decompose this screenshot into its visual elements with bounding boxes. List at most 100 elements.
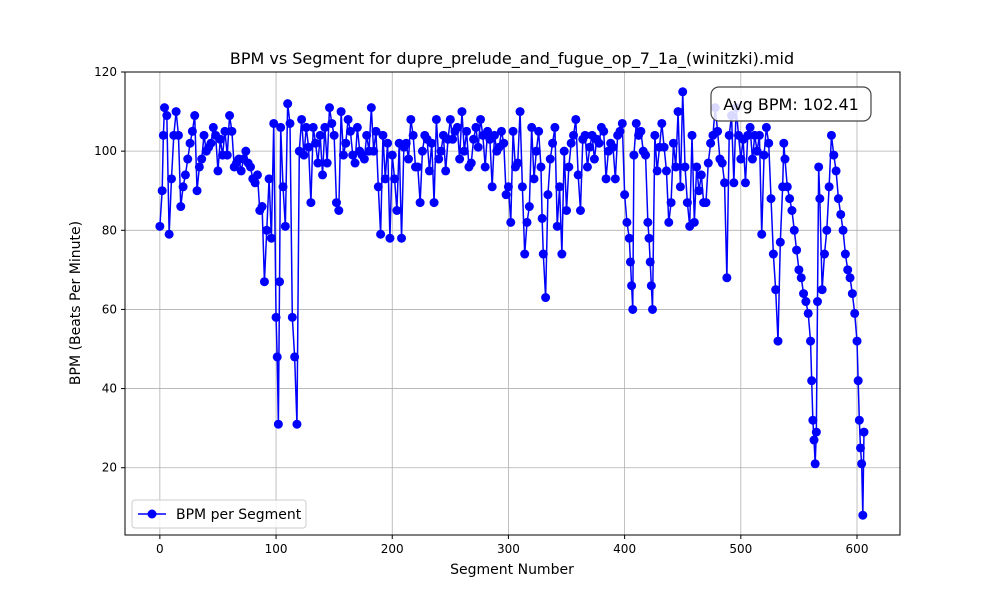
data-point xyxy=(855,443,865,453)
data-point xyxy=(252,170,262,180)
data-point xyxy=(857,459,867,469)
data-point xyxy=(792,245,802,255)
data-point xyxy=(292,419,302,429)
data-point xyxy=(779,138,789,148)
data-point xyxy=(550,122,560,132)
data-point xyxy=(290,352,300,362)
data-point xyxy=(858,510,868,520)
plot-frame xyxy=(124,71,901,536)
data-point xyxy=(257,202,267,212)
data-point xyxy=(369,146,379,156)
data-point xyxy=(664,217,674,227)
data-point xyxy=(183,154,193,164)
data-point xyxy=(515,107,525,117)
data-point xyxy=(413,162,423,172)
data-point xyxy=(187,126,197,136)
y-tick-label: 100 xyxy=(94,144,117,158)
data-point xyxy=(320,122,330,132)
data-point xyxy=(645,257,655,267)
data-point xyxy=(831,166,841,176)
data-point xyxy=(508,126,518,136)
data-point xyxy=(764,138,774,148)
data-point xyxy=(643,217,653,227)
data-point xyxy=(431,114,441,124)
data-point xyxy=(808,415,818,425)
data-point xyxy=(476,114,486,124)
data-point xyxy=(813,297,822,307)
data-point xyxy=(259,277,269,287)
chart-title: BPM vs Segment for dupre_prelude_and_fug… xyxy=(230,49,794,69)
data-point xyxy=(545,154,555,164)
data-point xyxy=(496,126,506,136)
data-point xyxy=(225,111,235,121)
data-point xyxy=(208,122,218,132)
data-point xyxy=(313,158,323,168)
data-point xyxy=(269,118,279,128)
data-point xyxy=(625,257,635,267)
data-point xyxy=(334,206,344,215)
y-tick-label: 80 xyxy=(102,223,117,237)
data-point xyxy=(245,162,255,172)
data-point xyxy=(661,166,671,176)
series-layer xyxy=(155,87,869,520)
data-point xyxy=(429,198,439,208)
data-point xyxy=(343,114,353,124)
data-point xyxy=(445,114,455,124)
x-tick-label: 0 xyxy=(156,542,164,556)
data-point xyxy=(629,150,639,160)
data-point xyxy=(352,122,362,132)
data-point xyxy=(666,198,676,208)
data-point xyxy=(601,174,611,184)
data-point xyxy=(473,142,483,152)
data-point xyxy=(754,130,764,140)
x-tick-label: 300 xyxy=(497,542,520,556)
data-point xyxy=(329,130,339,140)
data-point xyxy=(822,225,832,235)
data-point xyxy=(789,225,799,235)
data-point xyxy=(552,221,562,231)
data-point xyxy=(771,285,781,295)
data-point xyxy=(641,150,651,160)
data-point xyxy=(838,225,848,235)
data-point xyxy=(850,308,860,318)
data-point xyxy=(236,166,246,176)
data-point xyxy=(759,150,769,160)
data-point xyxy=(522,217,532,227)
legend-marker xyxy=(147,509,157,519)
data-point xyxy=(215,134,225,144)
data-point xyxy=(722,273,732,283)
y-tick-label: 40 xyxy=(102,382,117,396)
data-point xyxy=(594,138,604,148)
data-point xyxy=(325,103,334,113)
data-point xyxy=(397,233,407,243)
data-point xyxy=(729,178,739,188)
data-point xyxy=(408,130,418,140)
legend-box xyxy=(131,499,307,529)
data-point xyxy=(471,122,481,132)
data-point xyxy=(564,162,574,172)
data-point xyxy=(631,118,641,128)
data-point xyxy=(687,130,697,140)
data-point xyxy=(694,186,704,196)
data-point xyxy=(390,174,400,184)
data-point xyxy=(843,265,853,275)
data-point xyxy=(636,126,646,136)
data-point xyxy=(487,182,497,192)
data-point xyxy=(501,190,511,200)
data-point xyxy=(315,130,325,140)
data-point xyxy=(483,126,493,136)
data-point xyxy=(678,87,688,97)
x-tick-label: 200 xyxy=(381,542,404,556)
data-point xyxy=(826,130,836,140)
data-point xyxy=(780,154,790,164)
data-point xyxy=(796,273,806,283)
data-point xyxy=(548,138,558,148)
data-point xyxy=(703,158,713,168)
data-point xyxy=(582,162,592,172)
data-point xyxy=(280,221,290,231)
legend-label: BPM per Segment xyxy=(176,507,302,523)
data-point xyxy=(222,150,232,160)
x-axis-label: Segment Number xyxy=(450,562,574,578)
data-point xyxy=(787,206,797,215)
data-point xyxy=(657,118,667,128)
